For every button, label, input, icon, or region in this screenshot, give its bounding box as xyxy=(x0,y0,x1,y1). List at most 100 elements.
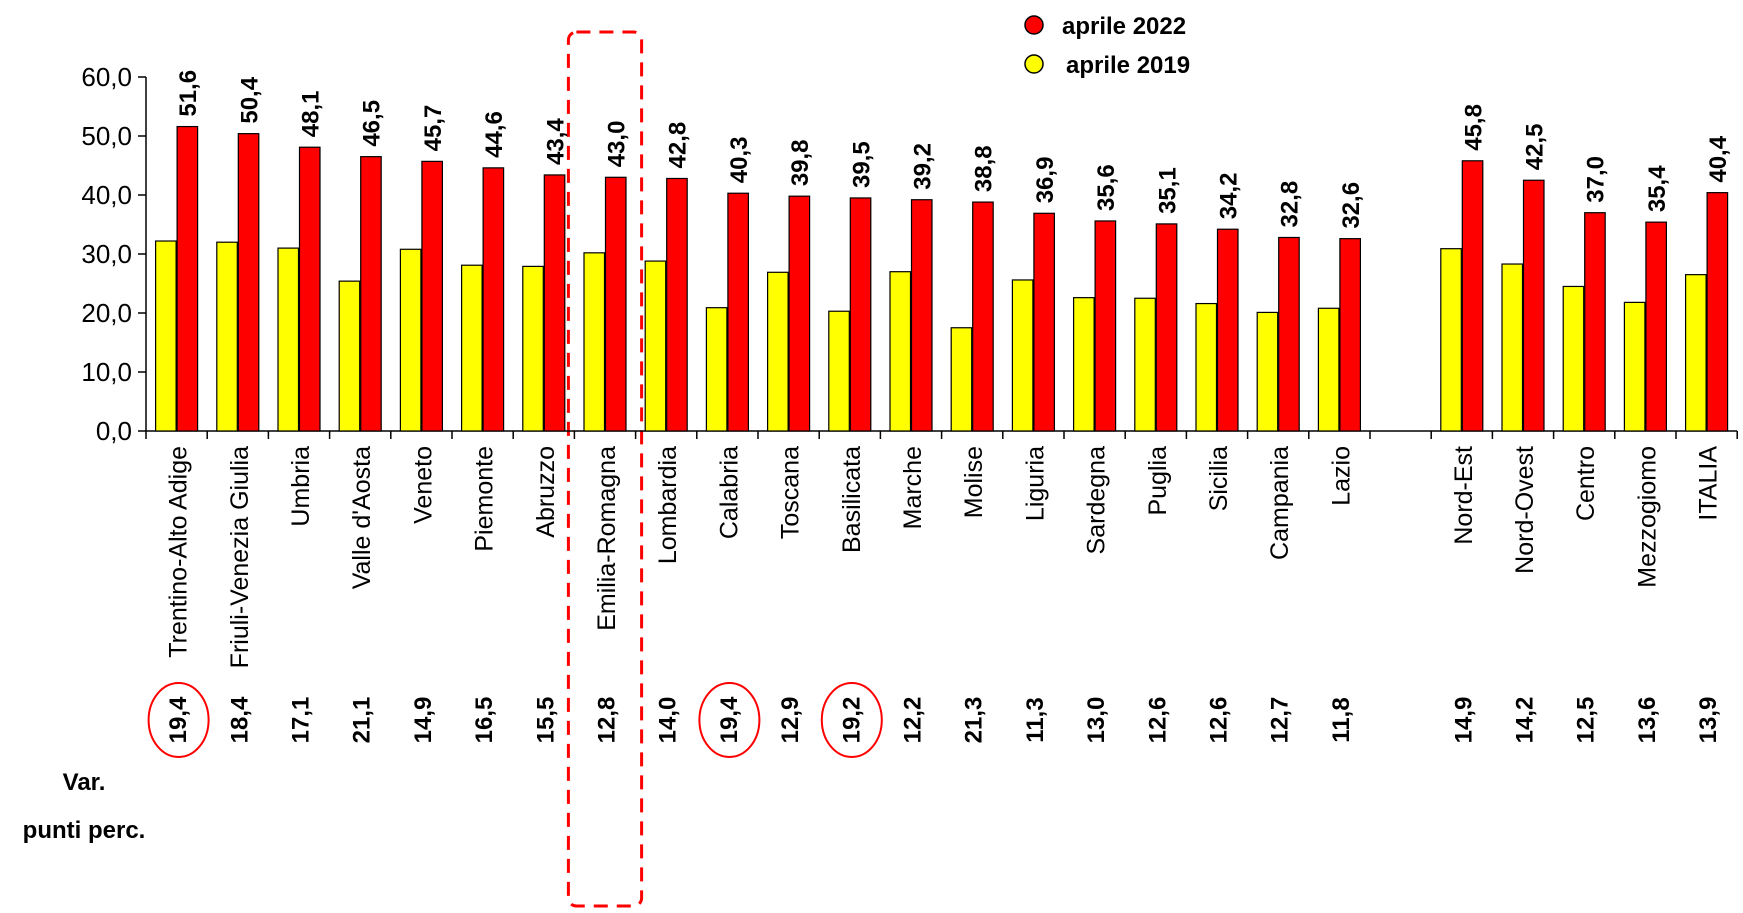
bar-2019-nord-est xyxy=(1440,248,1462,432)
var-label-toscana: 12,9 xyxy=(777,697,804,744)
var-circle-basilicata xyxy=(820,682,883,758)
var-label-centro: 12,5 xyxy=(1573,697,1600,744)
value-label-2022-valle-d-aosta: 46,5 xyxy=(359,100,386,147)
category-label-mezzogiomo: Mezzogiomo xyxy=(1633,446,1661,588)
bar-2022-mezzogiomo xyxy=(1645,221,1668,432)
value-label-2022-puglia: 35,1 xyxy=(1154,167,1181,214)
bar-2022-abruzzo xyxy=(543,174,566,432)
bar-2022-basilicata xyxy=(849,197,872,432)
bar-2022-campania xyxy=(1278,236,1300,432)
var-circle-trentino-alto-adige xyxy=(147,682,210,758)
highlight-box-emilia-romagna xyxy=(566,30,644,908)
y-tick-label: 60,0 xyxy=(81,62,132,92)
value-label-2022-mezzogiomo: 35,4 xyxy=(1644,165,1671,212)
var-label-emilia-romagna: 12,8 xyxy=(594,697,621,744)
y-tick-label: 50,0 xyxy=(81,121,132,151)
value-label-2022-emilia-romagna: 43,0 xyxy=(604,121,631,168)
bar-2019-molise xyxy=(950,327,973,432)
category-label-sicilia: Sicilia xyxy=(1205,446,1233,511)
bar-2019-friuli-venezia-giulia xyxy=(216,241,238,432)
legend-marker-2022 xyxy=(1024,15,1044,35)
category-label-marche: Marche xyxy=(899,446,927,529)
legend: aprile 2022 aprile 2019 xyxy=(1024,13,1190,79)
bar-2022-liguria xyxy=(1033,212,1056,432)
var-label-basilicata: 19,2 xyxy=(838,697,865,744)
bar-2019-lazio xyxy=(1317,307,1340,432)
category-label-nord-est: Nord-Est xyxy=(1450,446,1478,545)
bar-2022-veneto xyxy=(421,160,443,432)
category-label-campania: Campania xyxy=(1266,446,1294,560)
bar-2022-molise xyxy=(972,201,994,432)
var-title-line2: punti perc. xyxy=(23,817,146,844)
bar-2022-emilia-romagna xyxy=(604,176,627,432)
var-label-piemonte: 16,5 xyxy=(471,697,498,744)
bar-2022-centro xyxy=(1584,212,1606,432)
category-label-umbria: Umbria xyxy=(287,446,315,527)
bar-2019-valle-d-aosta xyxy=(338,280,361,432)
bar-2022-toscana xyxy=(788,195,811,432)
var-label-sicilia: 12,6 xyxy=(1206,697,1233,744)
labels: 51,6 Trentino-Alto Adige 19,4 50,4 Friuli-Ve… xyxy=(147,70,1732,758)
var-label-nord-est: 14,9 xyxy=(1450,697,1477,744)
legend-marker-2019 xyxy=(1024,54,1044,74)
category-label-toscana: Toscana xyxy=(777,446,805,539)
var-title-line1: Var. xyxy=(63,769,106,796)
bar-2019-marche xyxy=(889,271,912,432)
var-label-lombardia: 14,0 xyxy=(655,697,682,744)
category-label-valle-d-aosta: Valle d'Aosta xyxy=(348,446,376,589)
var-label-nord-ovest: 14,2 xyxy=(1512,697,1539,744)
bar-2019-toscana xyxy=(766,271,789,432)
bar-2022-trentino-alto-adige xyxy=(176,125,199,432)
bar-2019-calabria xyxy=(705,307,728,432)
category-label-liguria: Liguria xyxy=(1021,446,1049,521)
category-label-trentino-alto-adige: Trentino-Alto Adige xyxy=(165,446,193,658)
bar-2022-umbria xyxy=(298,146,321,432)
var-label-mezzogiomo: 13,6 xyxy=(1634,697,1661,744)
bar-2019-piemonte xyxy=(461,264,483,432)
value-label-2022-campania: 32,8 xyxy=(1277,181,1304,228)
var-label-trentino-alto-adige: 19,4 xyxy=(165,696,192,743)
category-label-abruzzo: Abruzzo xyxy=(532,446,560,538)
category-label-emilia-romagna: Emilia-Romagna xyxy=(593,446,621,631)
value-label-2022-liguria: 36,9 xyxy=(1032,157,1059,204)
value-label-2022-abruzzo: 43,4 xyxy=(542,118,569,165)
category-label-basilicata: Basilicata xyxy=(838,446,866,553)
bar-2019-centro xyxy=(1562,285,1585,432)
value-label-2022-centro: 37,0 xyxy=(1583,156,1610,203)
value-label-2022-lombardia: 42,8 xyxy=(665,122,692,169)
bar-2022-nord-ovest xyxy=(1522,179,1545,432)
value-label-2022-trentino-alto-adige: 51,6 xyxy=(175,70,202,117)
bars xyxy=(155,125,1729,432)
category-label-lazio: Lazio xyxy=(1327,446,1355,506)
bar-2019-trentino-alto-adige xyxy=(155,240,177,432)
value-label-2022-friuli-venezia-giulia: 50,4 xyxy=(236,76,263,123)
var-label-friuli-venezia-giulia: 18,4 xyxy=(226,696,253,743)
value-label-2022-toscana: 39,8 xyxy=(787,139,814,186)
var-label-campania: 12,7 xyxy=(1267,697,1294,744)
value-label-2022-umbria: 48,1 xyxy=(298,90,325,137)
y-tick-label: 10,0 xyxy=(81,357,132,387)
var-label-umbria: 17,1 xyxy=(288,697,315,744)
bar-2022-nord-est xyxy=(1461,160,1484,432)
bar-2019-liguria xyxy=(1011,279,1034,432)
var-label-abruzzo: 15,5 xyxy=(532,697,559,744)
bar-2022-lazio xyxy=(1339,238,1362,432)
category-label-veneto: Veneto xyxy=(409,446,437,524)
value-label-2022-veneto: 45,7 xyxy=(420,105,447,152)
var-label-calabria: 19,4 xyxy=(716,696,743,743)
var-label-molise: 21,3 xyxy=(961,697,988,744)
category-label-calabria: Calabria xyxy=(715,446,743,539)
category-label-molise: Molise xyxy=(960,446,988,518)
value-label-2022-sardegna: 35,6 xyxy=(1093,164,1120,211)
var-label-lazio: 11,8 xyxy=(1328,697,1355,742)
bar-2019-veneto xyxy=(399,248,422,432)
bar-2019-nord-ovest xyxy=(1501,263,1524,432)
y-tick-label: 0,0 xyxy=(96,416,132,446)
bar-2022-calabria xyxy=(727,192,750,432)
value-label-2022-piemonte: 44,6 xyxy=(481,111,508,158)
bar-2022-sardegna xyxy=(1094,220,1117,432)
bar-2019-mezzogiomo xyxy=(1623,301,1646,432)
bar-2019-abruzzo xyxy=(522,265,544,432)
category-label-lombardia: Lombardia xyxy=(654,446,682,564)
